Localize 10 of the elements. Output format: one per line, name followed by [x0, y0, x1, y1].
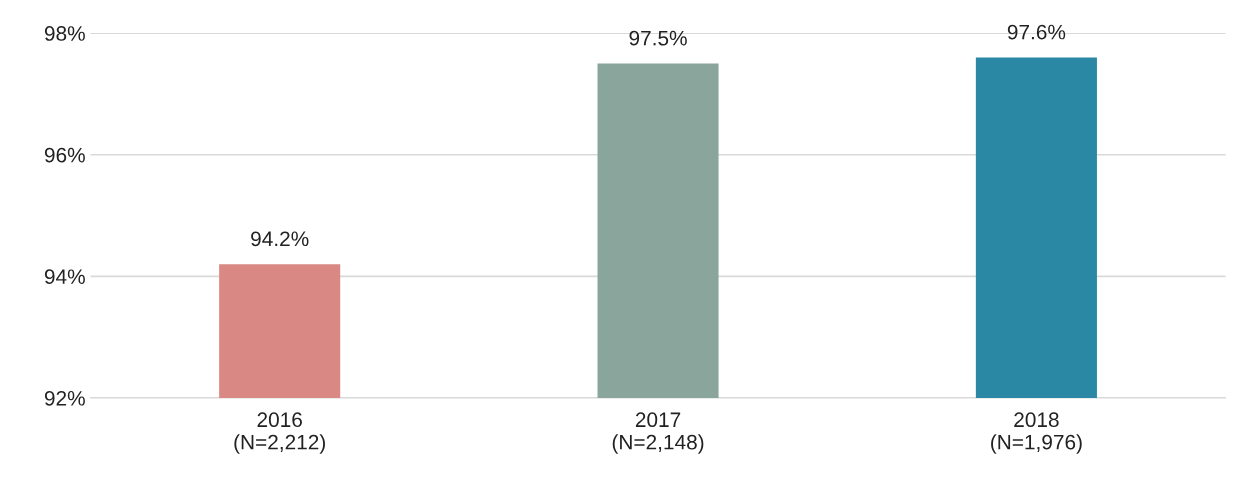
data-label: 94.2%: [251, 231, 309, 247]
x-tick-label: 2018 (N=1,976): [991, 412, 1082, 454]
y-tick-label: 98%: [44, 26, 85, 41]
data-label: 97.5%: [629, 30, 687, 46]
y-tick-label: 92%: [44, 390, 85, 406]
x-tick-label: 2017 (N=2,148): [612, 412, 704, 454]
data-label: 97.6%: [1007, 24, 1066, 40]
x-tick-label: 2016 (N=2,212): [234, 412, 325, 454]
y-tick-label: 94%: [44, 269, 85, 285]
y-tick-label: 96%: [44, 147, 85, 163]
